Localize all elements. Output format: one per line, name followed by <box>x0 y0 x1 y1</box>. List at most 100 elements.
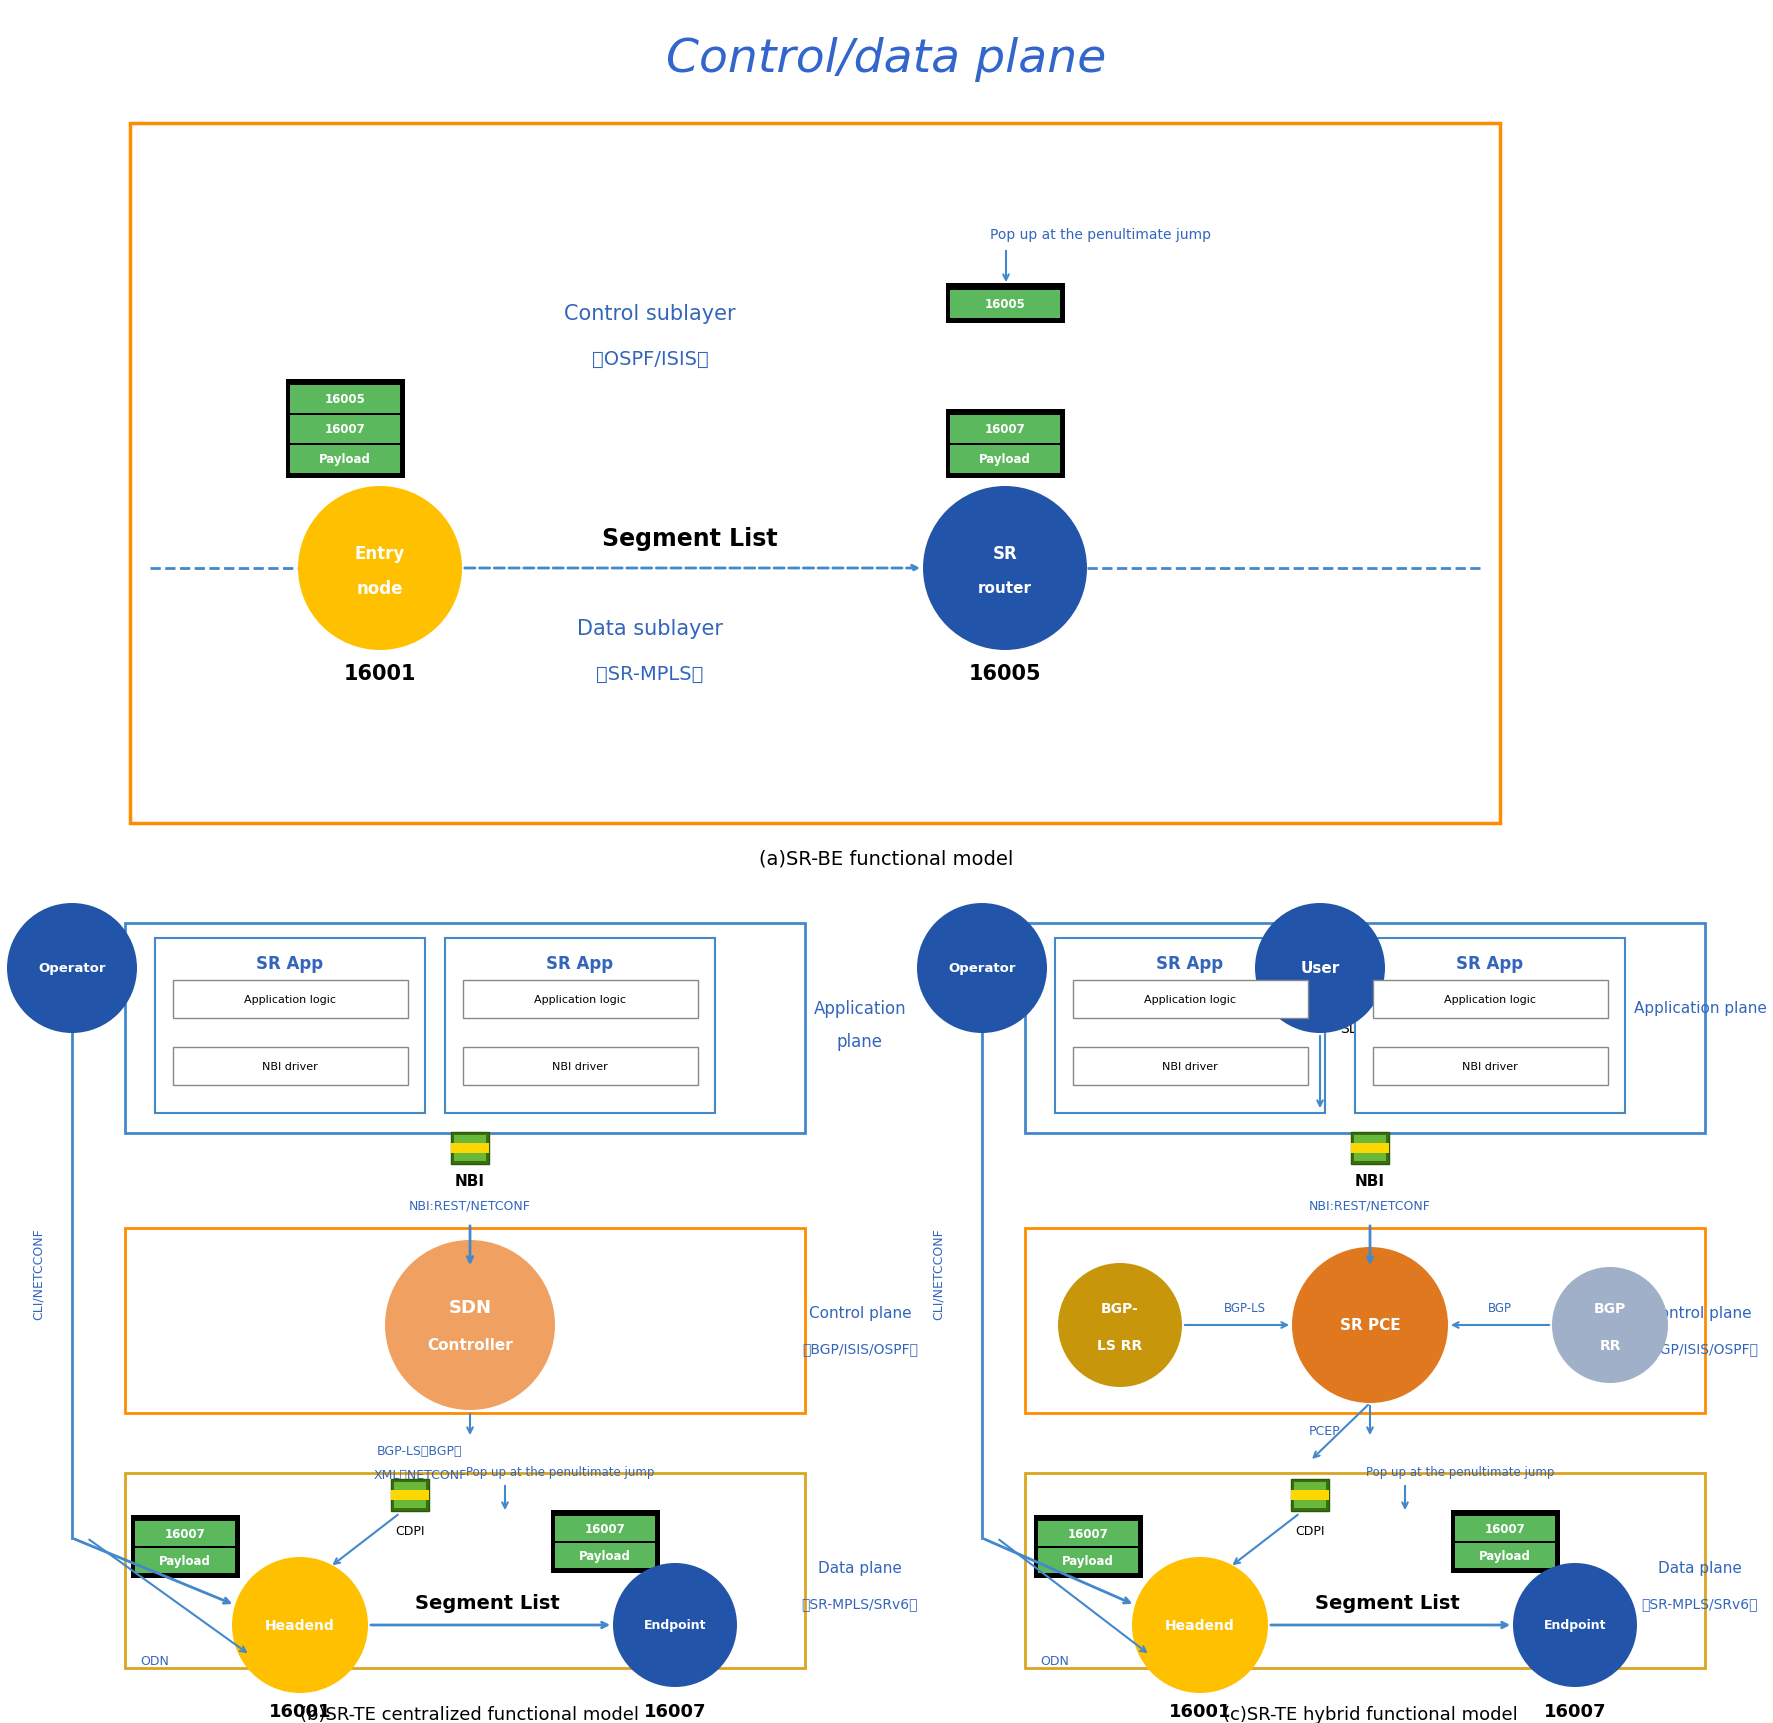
FancyBboxPatch shape <box>1355 1135 1386 1161</box>
Text: Payload: Payload <box>160 1554 211 1568</box>
FancyBboxPatch shape <box>945 284 1064 324</box>
Text: NBI:REST/NETCONF: NBI:REST/NETCONF <box>1308 1199 1431 1211</box>
FancyBboxPatch shape <box>450 1132 489 1165</box>
Text: 16007: 16007 <box>1544 1702 1606 1720</box>
Text: Pop up at the penultimate jump: Pop up at the penultimate jump <box>1365 1465 1555 1478</box>
Text: Pop up at the penultimate jump: Pop up at the penultimate jump <box>466 1465 654 1478</box>
Circle shape <box>1512 1563 1636 1687</box>
FancyBboxPatch shape <box>1073 1048 1308 1085</box>
FancyBboxPatch shape <box>1034 1515 1142 1578</box>
Text: NBI:REST/NETCONF: NBI:REST/NETCONF <box>410 1199 530 1211</box>
Text: Entry: Entry <box>355 544 404 563</box>
FancyBboxPatch shape <box>1025 1228 1706 1413</box>
Text: Payload: Payload <box>580 1549 631 1563</box>
FancyBboxPatch shape <box>950 291 1060 319</box>
Text: Payload: Payload <box>1062 1554 1113 1568</box>
Text: （SR-MPLS/SRv6）: （SR-MPLS/SRv6） <box>801 1595 918 1609</box>
Text: SLA: SLA <box>1340 1022 1367 1036</box>
Text: Application: Application <box>814 999 906 1017</box>
FancyBboxPatch shape <box>1291 1478 1330 1511</box>
Text: 16001: 16001 <box>1168 1702 1230 1720</box>
Text: 16007: 16007 <box>984 424 1025 436</box>
Text: （BGP/ISIS/OSPF）: （BGP/ISIS/OSPF） <box>1642 1340 1759 1356</box>
Text: Data plane: Data plane <box>817 1561 902 1575</box>
FancyBboxPatch shape <box>454 1135 486 1161</box>
Text: Control/data plane: Control/data plane <box>667 36 1106 81</box>
Text: 16007: 16007 <box>1484 1521 1525 1535</box>
Text: Operator: Operator <box>949 961 1016 975</box>
FancyBboxPatch shape <box>135 1521 236 1546</box>
Text: SR App: SR App <box>1156 955 1223 972</box>
Text: 16005: 16005 <box>324 393 365 407</box>
Circle shape <box>1058 1263 1183 1387</box>
Text: SR App: SR App <box>257 955 323 972</box>
Text: SR App: SR App <box>1456 955 1523 972</box>
Text: （SR-MPLS/SRv6）: （SR-MPLS/SRv6） <box>1642 1595 1759 1609</box>
FancyBboxPatch shape <box>1372 1048 1608 1085</box>
Circle shape <box>613 1563 738 1687</box>
Circle shape <box>232 1558 369 1694</box>
Text: (b)SR-TE centralized functional model: (b)SR-TE centralized functional model <box>300 1706 640 1723</box>
Text: Pop up at the penultimate jump: Pop up at the penultimate jump <box>989 227 1211 241</box>
Text: Application logic: Application logic <box>534 994 626 1005</box>
Text: Data plane: Data plane <box>1658 1561 1741 1575</box>
Text: Endpoint: Endpoint <box>1544 1618 1606 1632</box>
Text: Segment List: Segment List <box>415 1594 558 1613</box>
FancyBboxPatch shape <box>1351 1144 1388 1153</box>
FancyBboxPatch shape <box>126 1228 805 1413</box>
FancyBboxPatch shape <box>1456 1544 1555 1568</box>
FancyBboxPatch shape <box>291 386 401 414</box>
Circle shape <box>7 903 137 1034</box>
FancyBboxPatch shape <box>1037 1547 1138 1573</box>
Text: NBI driver: NBI driver <box>1463 1061 1518 1072</box>
Text: BGP: BGP <box>1594 1301 1626 1315</box>
Text: PCEP: PCEP <box>1308 1425 1340 1437</box>
Text: Operator: Operator <box>39 961 106 975</box>
Text: 16001: 16001 <box>269 1702 332 1720</box>
FancyBboxPatch shape <box>1294 1482 1326 1508</box>
Text: Controller: Controller <box>427 1337 512 1353</box>
Text: NBI: NBI <box>1355 1173 1385 1189</box>
Text: Endpoint: Endpoint <box>644 1618 706 1632</box>
FancyBboxPatch shape <box>550 1509 660 1573</box>
Circle shape <box>298 486 463 651</box>
Text: BGP: BGP <box>1488 1303 1512 1315</box>
FancyBboxPatch shape <box>1055 939 1324 1113</box>
Text: CDPI: CDPI <box>1296 1525 1324 1537</box>
Text: 16007: 16007 <box>1067 1527 1108 1540</box>
Text: (a)SR-BE functional model: (a)SR-BE functional model <box>759 849 1014 868</box>
FancyBboxPatch shape <box>154 939 426 1113</box>
Text: CDPI: CDPI <box>395 1525 426 1537</box>
Text: 16007: 16007 <box>585 1521 626 1535</box>
FancyBboxPatch shape <box>555 1516 654 1540</box>
Text: ODN: ODN <box>140 1654 170 1668</box>
Text: BGP-: BGP- <box>1101 1301 1138 1315</box>
Text: 16005: 16005 <box>984 298 1025 312</box>
Text: Control sublayer: Control sublayer <box>564 303 736 324</box>
FancyBboxPatch shape <box>1073 980 1308 1018</box>
FancyBboxPatch shape <box>291 446 401 474</box>
Text: NBI: NBI <box>456 1173 486 1189</box>
Text: BGP-LS: BGP-LS <box>1223 1303 1266 1315</box>
FancyBboxPatch shape <box>450 1144 489 1153</box>
FancyBboxPatch shape <box>950 415 1060 445</box>
Text: Headend: Headend <box>266 1618 335 1632</box>
FancyBboxPatch shape <box>1450 1509 1560 1573</box>
Text: Application plane: Application plane <box>1633 1001 1766 1017</box>
FancyBboxPatch shape <box>950 446 1060 474</box>
Text: NBI driver: NBI driver <box>551 1061 608 1072</box>
FancyBboxPatch shape <box>1355 939 1626 1113</box>
FancyBboxPatch shape <box>1372 980 1608 1018</box>
Text: BGP-LS、BGP、: BGP-LS、BGP、 <box>378 1444 463 1458</box>
Text: Payload: Payload <box>319 453 371 467</box>
Circle shape <box>1131 1558 1268 1694</box>
Text: 16007: 16007 <box>644 1702 706 1720</box>
FancyBboxPatch shape <box>945 410 1064 479</box>
Text: NBI driver: NBI driver <box>1161 1061 1218 1072</box>
Text: SR App: SR App <box>546 955 613 972</box>
Text: router: router <box>979 581 1032 596</box>
Text: Segment List: Segment List <box>1314 1594 1459 1613</box>
Circle shape <box>924 486 1087 651</box>
FancyBboxPatch shape <box>129 124 1500 824</box>
FancyBboxPatch shape <box>555 1544 654 1568</box>
